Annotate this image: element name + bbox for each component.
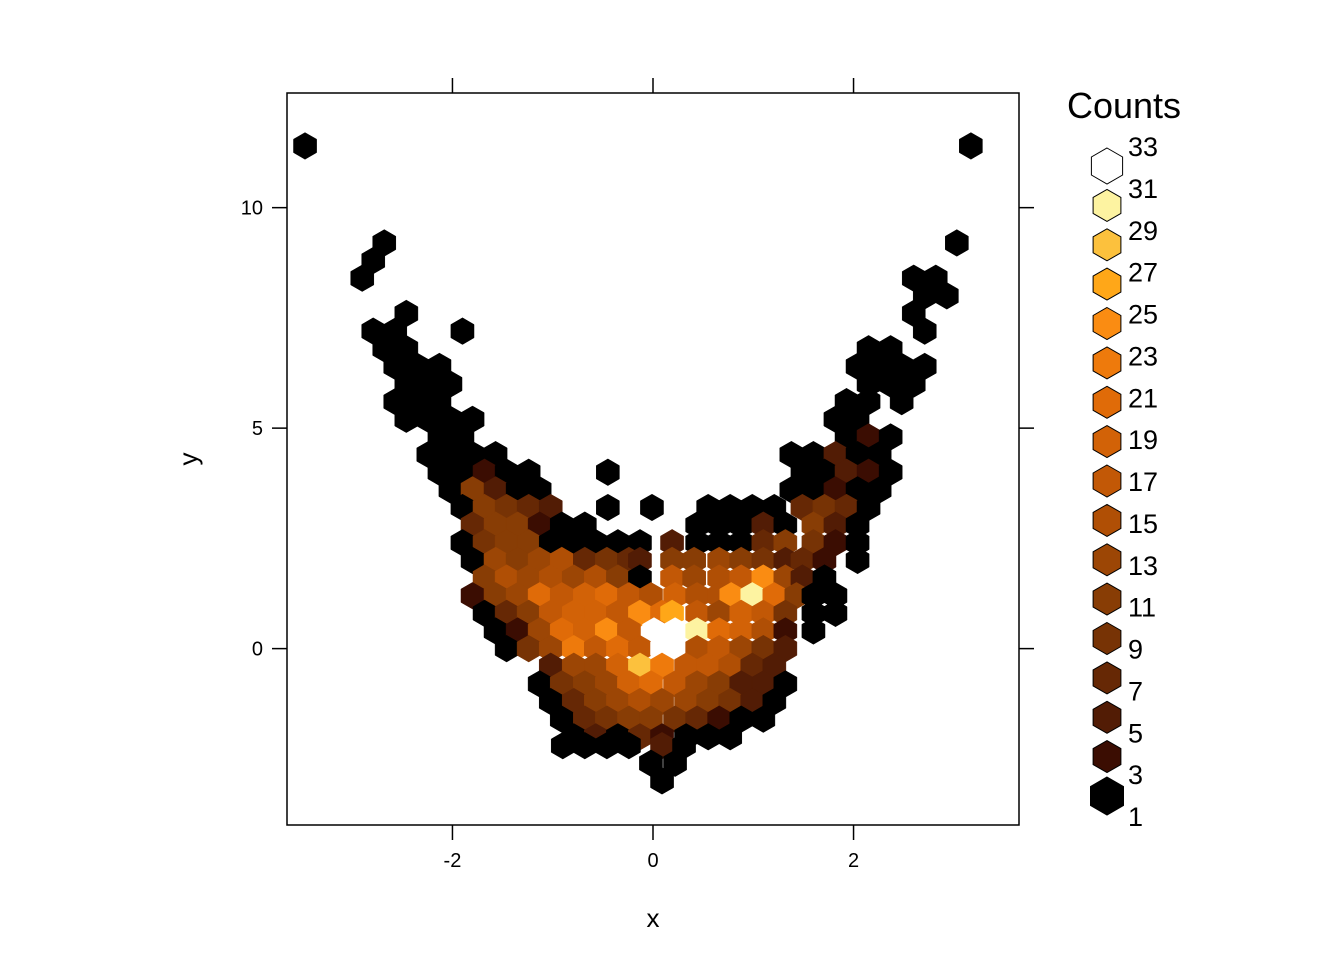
y-tick-label: 10 <box>241 198 263 220</box>
legend-label: 5 <box>1128 718 1143 748</box>
hexbin-cell <box>912 317 937 345</box>
hexbin-cell <box>718 723 743 751</box>
legend-title: Counts <box>1067 85 1181 126</box>
y-axis-title: y <box>173 453 203 466</box>
legend-swatch <box>1092 346 1122 380</box>
hexbin-cell <box>450 317 475 345</box>
legend-label: 13 <box>1128 551 1158 581</box>
legend-label: 29 <box>1128 216 1158 246</box>
legend-label: 21 <box>1128 383 1158 413</box>
legend-swatch <box>1092 621 1122 656</box>
legend-swatch <box>1090 776 1124 816</box>
legend-swatch <box>1092 661 1122 695</box>
hexbin-cell <box>959 132 983 160</box>
legend-swatch <box>1092 228 1122 262</box>
hexbin-cell <box>596 458 620 486</box>
legend-label: 27 <box>1128 258 1158 288</box>
legend-swatch <box>1092 543 1122 577</box>
hexbin-cell <box>901 370 926 398</box>
legend-label: 19 <box>1128 425 1158 455</box>
hexbin-cell <box>640 493 664 522</box>
legend-label: 25 <box>1128 300 1158 330</box>
y-tick-label: 5 <box>252 418 263 440</box>
legend-label: 9 <box>1128 635 1143 665</box>
hexbin-cell <box>935 282 959 310</box>
legend-label: 11 <box>1128 593 1156 623</box>
hexbin-cell <box>293 132 317 160</box>
legend-swatch <box>1092 740 1122 774</box>
legend-swatch <box>1090 147 1124 185</box>
x-tick-label: 2 <box>848 850 859 872</box>
legend-label: 1 <box>1128 802 1143 832</box>
hexbin-cell <box>617 732 641 760</box>
hexbin-cell <box>945 229 969 257</box>
legend-label: 3 <box>1128 760 1143 790</box>
legend-label: 15 <box>1128 509 1158 539</box>
legend-swatch <box>1092 582 1122 616</box>
hexbin-cells <box>293 132 983 795</box>
x-tick-label: -2 <box>444 850 462 872</box>
legend-swatch <box>1092 700 1122 734</box>
x-tick-label: 0 <box>647 850 658 872</box>
legend-swatch <box>1092 464 1122 498</box>
legend-swatch <box>1092 425 1122 459</box>
legend-label: 23 <box>1128 341 1158 371</box>
hexbin-cell <box>650 767 674 795</box>
y-tick-label: 0 <box>252 639 263 661</box>
hexbin-cell <box>823 599 848 627</box>
legend-swatch <box>1092 503 1122 537</box>
legend-label: 17 <box>1128 467 1158 497</box>
hexbin-cell <box>596 493 620 522</box>
x-axis-title: x <box>647 903 660 933</box>
hexbin-cell <box>889 388 914 416</box>
legend-swatch <box>1092 306 1122 341</box>
hexbin-cell <box>350 264 375 292</box>
legend-label: 33 <box>1128 132 1158 162</box>
axes: -2 0 2 0 5 10 <box>241 78 1034 872</box>
hexbin-cell <box>751 705 776 733</box>
hexbin-cell <box>663 749 687 777</box>
legend-swatch <box>1092 267 1122 301</box>
legend-label: 7 <box>1128 676 1143 706</box>
legend-swatch <box>1092 385 1122 419</box>
legend-label: 31 <box>1128 174 1158 204</box>
hexbin-cell <box>801 617 826 645</box>
legend-swatch <box>1092 188 1122 222</box>
hexbin-cell <box>845 546 870 575</box>
